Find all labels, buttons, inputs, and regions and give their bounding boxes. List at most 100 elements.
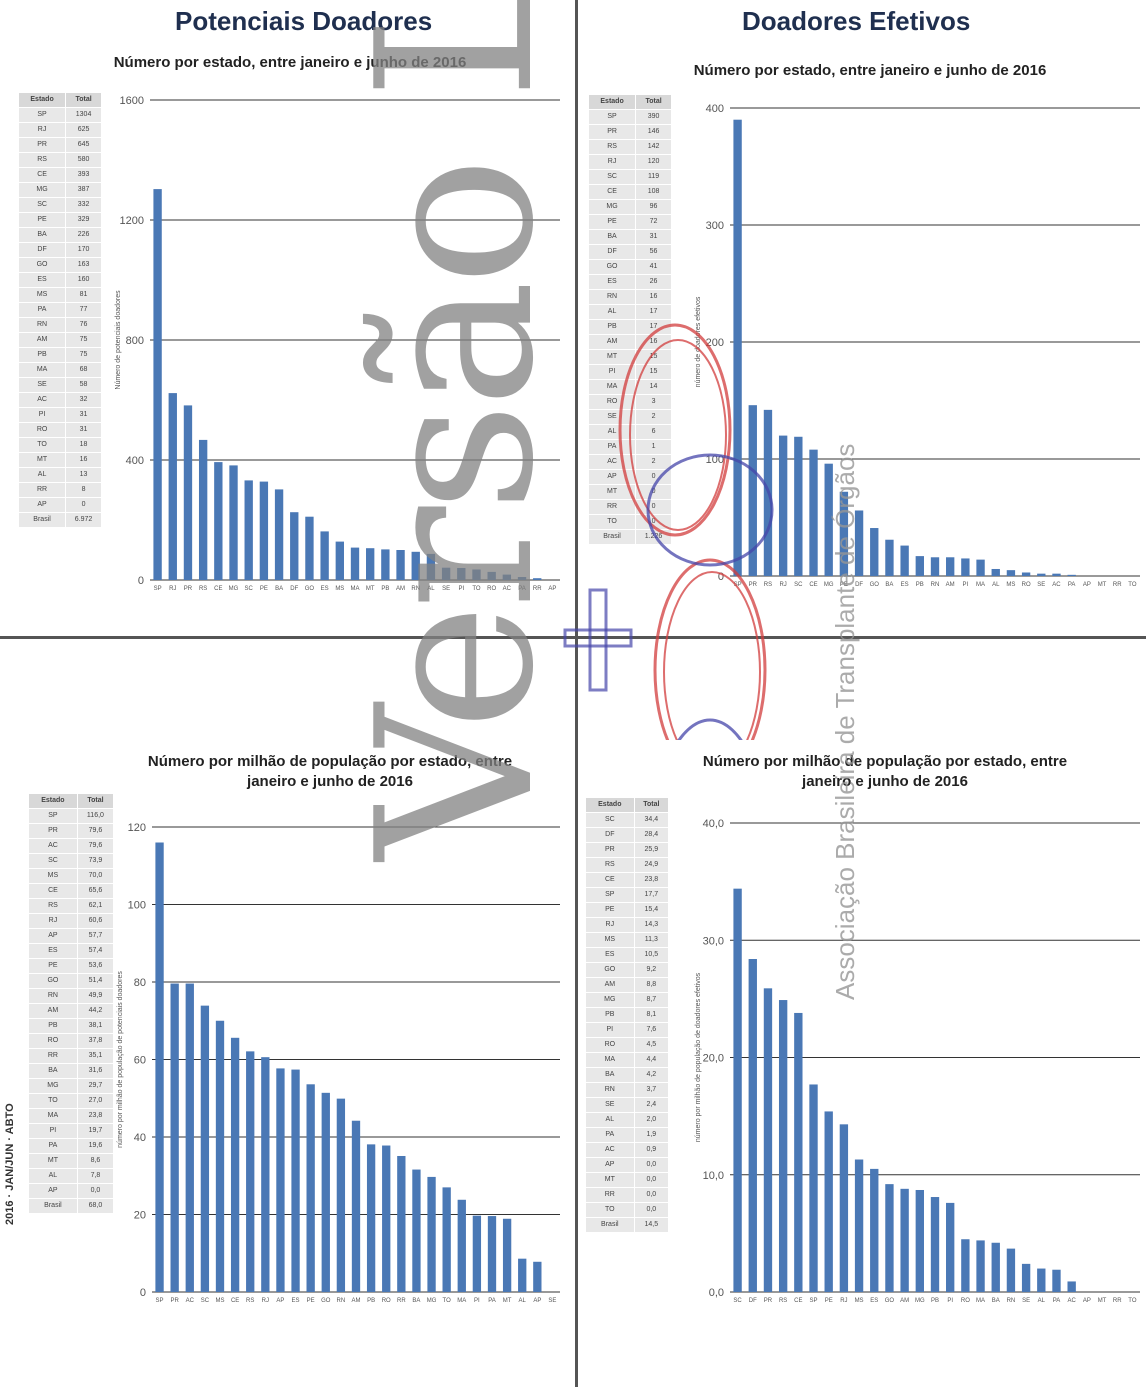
bar-ro bbox=[382, 1145, 391, 1292]
table-cell-total: 0 bbox=[65, 497, 102, 513]
x-tick-label: GO bbox=[870, 582, 880, 588]
table-row: PA 1,9 bbox=[585, 1127, 670, 1143]
x-tick-label: RR bbox=[397, 1298, 406, 1304]
x-tick-label: MA bbox=[457, 1298, 466, 1304]
table-row: GO 41 bbox=[587, 259, 672, 275]
bar-pa bbox=[1067, 574, 1076, 576]
bar-rs bbox=[198, 439, 208, 580]
table-cell-state: GO bbox=[585, 962, 635, 978]
table-cell-state: PE bbox=[17, 212, 67, 228]
table-cell-total: 15 bbox=[635, 349, 672, 365]
table-row: PR 25,9 bbox=[585, 842, 670, 858]
x-tick-label: CE bbox=[794, 1298, 802, 1304]
x-tick-label: TO bbox=[1128, 1298, 1137, 1304]
bar-pr bbox=[183, 405, 193, 580]
table-cell-total: 31 bbox=[65, 422, 102, 438]
x-tick-label: BA bbox=[992, 1298, 1000, 1304]
bar-sp bbox=[155, 842, 164, 1292]
table-cell-state: RR bbox=[17, 482, 67, 498]
watermark-versao-leitura: Versão Leitura bbox=[330, 0, 581, 860]
table-cell-state: SC bbox=[17, 197, 67, 213]
x-tick-label: RS bbox=[764, 582, 772, 588]
table-cell-state: SP bbox=[28, 808, 78, 824]
table-cell-state: ES bbox=[17, 272, 67, 288]
table-cell-state: PR bbox=[17, 137, 67, 153]
table-row: MG 96 bbox=[587, 199, 672, 215]
table-row: AP 0,0 bbox=[585, 1157, 670, 1173]
x-tick-label: AL bbox=[519, 1298, 527, 1304]
x-tick-label: DF bbox=[290, 586, 298, 592]
table-row: Brasil 6.972 bbox=[17, 512, 102, 528]
bar-ce bbox=[230, 1037, 240, 1292]
table-cell-total: 329 bbox=[65, 212, 102, 228]
x-tick-label: AL bbox=[992, 582, 1000, 588]
x-tick-label: RS bbox=[199, 586, 207, 592]
table-row: AL 7,8 bbox=[28, 1168, 115, 1184]
bar-pr bbox=[763, 988, 773, 1292]
table-q1: Estado Total SP 1304 RJ 625 PR 645 RS 580 CE 393 MG 3… bbox=[17, 92, 102, 528]
table-cell-total: 60,6 bbox=[76, 913, 115, 929]
x-tick-label: RO bbox=[487, 586, 496, 592]
x-tick-label: SE bbox=[1037, 582, 1045, 588]
table-cell-state: MA bbox=[28, 1108, 78, 1124]
table-cell-total: 79,6 bbox=[76, 823, 115, 839]
table-cell-total: 17 bbox=[635, 304, 672, 320]
watermark-association: Associação Brasileira de Transplante de … bbox=[830, 443, 860, 1000]
x-tick-label: MS bbox=[335, 586, 344, 592]
table-row: PI 19,7 bbox=[28, 1123, 115, 1139]
table-row: AL 17 bbox=[587, 304, 672, 320]
table-cell-total: 11,3 bbox=[633, 932, 670, 948]
table-row: PB 38,1 bbox=[28, 1018, 115, 1034]
table-row: PA 19,6 bbox=[28, 1138, 115, 1154]
table-cell-state: PB bbox=[17, 347, 67, 363]
y-axis-label: número por milhão de população de potenc… bbox=[117, 971, 124, 1148]
x-tick-label: AL bbox=[427, 586, 435, 592]
bar-sc bbox=[200, 1005, 210, 1292]
bar-mg bbox=[229, 465, 238, 580]
x-tick-label: RS bbox=[779, 1298, 787, 1304]
table-cell-state: SE bbox=[17, 377, 67, 393]
x-tick-label: MG bbox=[427, 1298, 437, 1304]
table-cell-state: RJ bbox=[17, 122, 67, 138]
bar-ma bbox=[976, 559, 985, 576]
table-cell-total: 2,0 bbox=[633, 1112, 670, 1128]
x-tick-label: RN bbox=[337, 1298, 346, 1304]
bar-pi bbox=[946, 1202, 955, 1292]
table-cell-total: 70,0 bbox=[76, 868, 115, 884]
x-tick-label: RR bbox=[1113, 582, 1122, 588]
table-cell-state: AC bbox=[17, 392, 67, 408]
table-cell-state: AP bbox=[28, 928, 78, 944]
table-row: RS 24,9 bbox=[585, 857, 670, 873]
x-tick-label: SC bbox=[733, 1298, 742, 1304]
table-cell-total: 1304 bbox=[65, 107, 102, 123]
x-tick-label: PB bbox=[381, 586, 389, 592]
table-row: MS 70,0 bbox=[28, 868, 115, 884]
bar-ba bbox=[274, 489, 284, 580]
table-row: AL 6 bbox=[587, 424, 672, 440]
bar-al bbox=[518, 1258, 527, 1292]
bar-ms bbox=[1006, 570, 1016, 576]
bar-am bbox=[946, 557, 955, 576]
x-tick-label: PE bbox=[825, 1298, 833, 1304]
table-row: MG 8,7 bbox=[585, 992, 670, 1008]
table-cell-total: 62,1 bbox=[76, 898, 115, 914]
table-cell-total: 18 bbox=[65, 437, 102, 453]
bar-se bbox=[1037, 573, 1046, 576]
bar-mt bbox=[366, 548, 375, 580]
table-cell-total: 53,6 bbox=[76, 958, 115, 974]
bar-rr bbox=[397, 1155, 406, 1292]
x-tick-label: PB bbox=[916, 582, 924, 588]
bar-es bbox=[291, 1069, 300, 1292]
bar-pe bbox=[839, 491, 849, 576]
y-tick-label: 60 bbox=[134, 1055, 146, 1067]
table-header-total: Total bbox=[65, 92, 102, 108]
table-cell-total: 25,9 bbox=[633, 842, 670, 858]
table-cell-state: PB bbox=[28, 1018, 78, 1034]
bar-ba bbox=[885, 539, 894, 576]
table-row: AC 2 bbox=[587, 454, 672, 470]
bar-to bbox=[472, 569, 481, 580]
heading-efetivos: Doadores Efetivos bbox=[742, 6, 971, 36]
x-tick-label: ES bbox=[901, 582, 909, 588]
table-cell-total: 35,1 bbox=[76, 1048, 115, 1064]
table-cell-total: 332 bbox=[65, 197, 102, 213]
